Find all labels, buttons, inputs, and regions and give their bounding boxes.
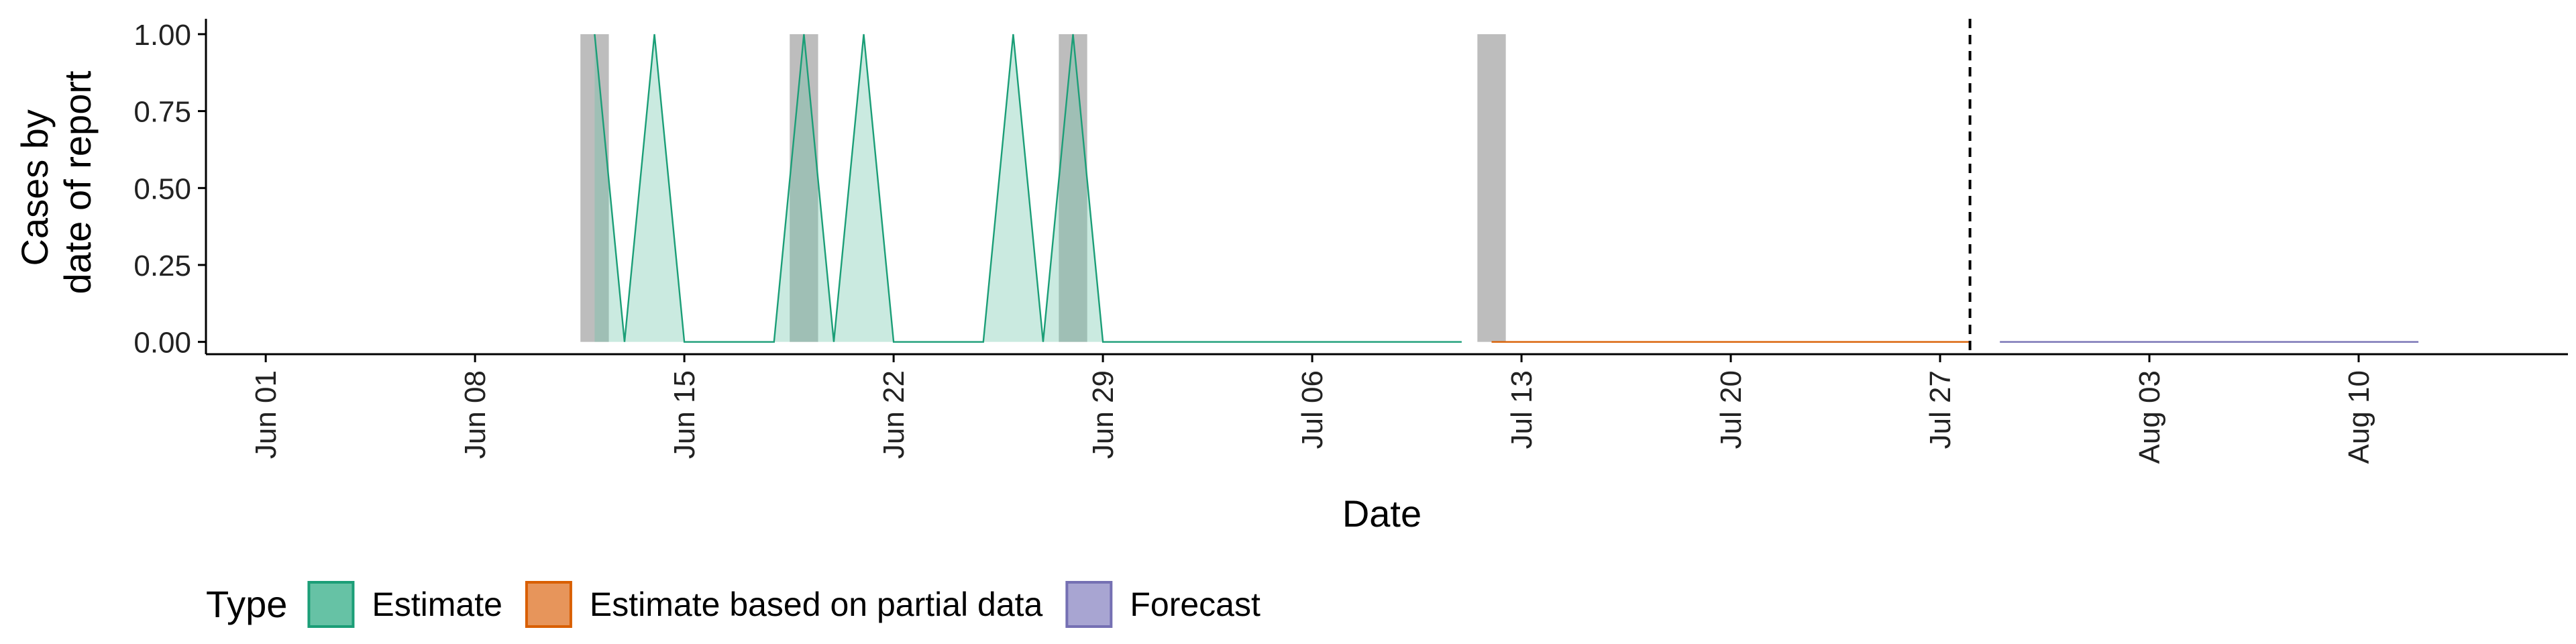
x-tick-label: Jul 27 [1924, 370, 1957, 449]
y-tick-label: 0.00 [133, 327, 191, 360]
x-tick-label: Jul 20 [1715, 370, 1748, 449]
x-tick-label: Jun 08 [459, 370, 492, 459]
series-layer [594, 34, 2419, 343]
legend-label: Estimate based on partial data [590, 586, 1043, 623]
legend-label: Forecast [1130, 586, 1260, 623]
y-tick-label: 0.25 [133, 250, 191, 282]
x-tick-label: Jun 29 [1087, 370, 1120, 459]
y-tick-label: 0.50 [133, 172, 191, 205]
observed-bar [790, 34, 818, 342]
y-axis-title-line-1: Cases by [13, 109, 56, 266]
observed-bars [580, 34, 1506, 342]
series-line [594, 34, 1462, 343]
observed-bar [580, 34, 609, 342]
legend-key [307, 581, 355, 628]
x-tick-label: Aug 10 [2343, 370, 2375, 464]
y-axis-title-line-2: date of report [56, 70, 99, 294]
x-tick-label: Jun 15 [668, 370, 701, 459]
axes: 0.00 0.25 0.50 0.75 1.00 Jun 01 Jun 08 Jun 15 Ju… [133, 19, 2568, 464]
x-tick-label: Jul 06 [1296, 370, 1329, 449]
x-axis-title: Date [1342, 492, 1421, 535]
x-tick-label: Jun 01 [250, 370, 282, 459]
y-axis-title: Cases by date of report [13, 70, 99, 294]
observed-bar [1477, 34, 1506, 342]
x-tick-label: Jun 22 [877, 370, 910, 459]
y-tick-label: 0.75 [133, 96, 191, 129]
y-tick-label: 1.00 [133, 19, 191, 52]
legend: Type Estimate Estimate based on partial da… [206, 581, 1260, 628]
observed-bar [1059, 34, 1087, 342]
x-tick-label: Aug 03 [2133, 370, 2166, 464]
legend-key [525, 581, 572, 628]
legend-title: Type [206, 583, 287, 625]
legend-label: Estimate [372, 586, 502, 623]
legend-key [1065, 581, 1113, 628]
x-tick-label: Jul 13 [1505, 370, 1538, 449]
